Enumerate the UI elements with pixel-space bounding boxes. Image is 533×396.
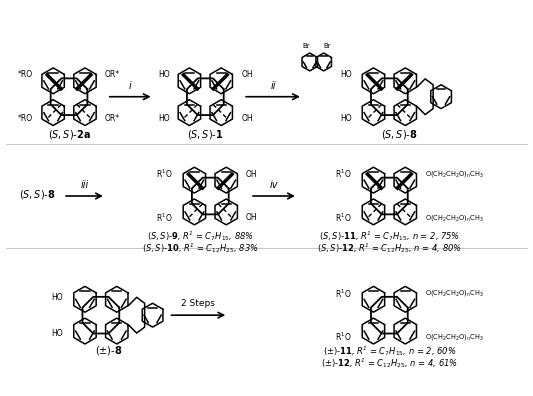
Text: HO: HO <box>340 70 352 79</box>
Text: $(S,S)$-$\mathbf{11}$, $\mathregular{R^1}$ = C$_7$H$_{15}$, n = 2, 75%: $(S,S)$-$\mathbf{11}$, $\mathregular{R^1… <box>319 229 460 243</box>
Text: OH: OH <box>241 70 253 79</box>
Text: O(CH$_2$CH$_2$O)$_n$CH$_3$: O(CH$_2$CH$_2$O)$_n$CH$_3$ <box>425 332 484 342</box>
Text: OH: OH <box>246 169 258 179</box>
Text: Br: Br <box>302 43 310 49</box>
Text: $(S,S)$-$\mathbf{12}$, $\mathregular{R^1}$ = C$_{12}$H$_{25}$, n = 4, 80%: $(S,S)$-$\mathbf{12}$, $\mathregular{R^1… <box>317 241 462 255</box>
Text: $(S,S)$-$\mathbf{8}$: $(S,S)$-$\mathbf{8}$ <box>381 128 418 141</box>
Text: $\mathregular{R^1O}$: $\mathregular{R^1O}$ <box>335 168 352 180</box>
Text: Br: Br <box>324 43 332 49</box>
Text: $(\pm)$-$\mathbf{11}$, $\mathregular{R^1}$ = C$_7$H$_{15}$, n = 2, 60%: $(\pm)$-$\mathbf{11}$, $\mathregular{R^1… <box>322 344 456 358</box>
Text: OR*: OR* <box>105 70 120 79</box>
Text: $(S,S)$-$\mathbf{2a}$: $(S,S)$-$\mathbf{2a}$ <box>47 128 91 141</box>
Text: $(\pm)$-$\mathbf{12}$, $\mathregular{R^1}$ = C$_{12}$H$_{25}$, n = 4, 61%: $(\pm)$-$\mathbf{12}$, $\mathregular{R^1… <box>321 356 458 370</box>
Text: $\mathregular{R^1O}$: $\mathregular{R^1O}$ <box>335 331 352 343</box>
Text: 2 Steps: 2 Steps <box>181 299 215 308</box>
Text: *RO: *RO <box>18 70 33 79</box>
Text: $(S,S)$-$\mathbf{1}$: $(S,S)$-$\mathbf{1}$ <box>187 128 224 141</box>
Text: $(\pm)$-$\mathbf{8}$: $(\pm)$-$\mathbf{8}$ <box>95 345 123 358</box>
Text: OR*: OR* <box>105 114 120 123</box>
Text: OH: OH <box>246 213 258 223</box>
Text: iv: iv <box>270 180 278 190</box>
Text: HO: HO <box>52 293 63 302</box>
Text: HO: HO <box>158 70 169 79</box>
Text: $\mathregular{R^1O}$: $\mathregular{R^1O}$ <box>335 287 352 299</box>
Text: $\mathregular{R^1O}$: $\mathregular{R^1O}$ <box>335 211 352 224</box>
Text: $\mathregular{R^1O}$: $\mathregular{R^1O}$ <box>156 211 173 224</box>
Text: OH: OH <box>241 114 253 123</box>
Text: HO: HO <box>158 114 169 123</box>
Text: HO: HO <box>52 329 63 337</box>
Text: $(S,S)$-$\mathbf{10}$, $\mathregular{R^1}$ = C$_{12}$H$_{25}$, 83%: $(S,S)$-$\mathbf{10}$, $\mathregular{R^1… <box>142 241 259 255</box>
Text: $(S,S)$-$\mathbf{9}$, $\mathregular{R^1}$ = C$_7$H$_{15}$, 88%: $(S,S)$-$\mathbf{9}$, $\mathregular{R^1}… <box>147 229 254 243</box>
Text: i: i <box>129 81 132 91</box>
Text: O(CH$_2$CH$_2$O)$_n$CH$_3$: O(CH$_2$CH$_2$O)$_n$CH$_3$ <box>425 169 484 179</box>
Text: O(CH$_2$CH$_2$O)$_n$CH$_3$: O(CH$_2$CH$_2$O)$_n$CH$_3$ <box>425 213 484 223</box>
Text: $\mathregular{R^1O}$: $\mathregular{R^1O}$ <box>156 168 173 180</box>
Text: ii: ii <box>270 81 276 91</box>
Text: $(S,S)$-$\mathbf{8}$: $(S,S)$-$\mathbf{8}$ <box>19 188 56 200</box>
Text: O(CH$_2$CH$_2$O)$_n$CH$_3$: O(CH$_2$CH$_2$O)$_n$CH$_3$ <box>425 288 484 298</box>
Text: *RO: *RO <box>18 114 33 123</box>
Text: HO: HO <box>340 114 352 123</box>
Text: iii: iii <box>80 180 88 190</box>
